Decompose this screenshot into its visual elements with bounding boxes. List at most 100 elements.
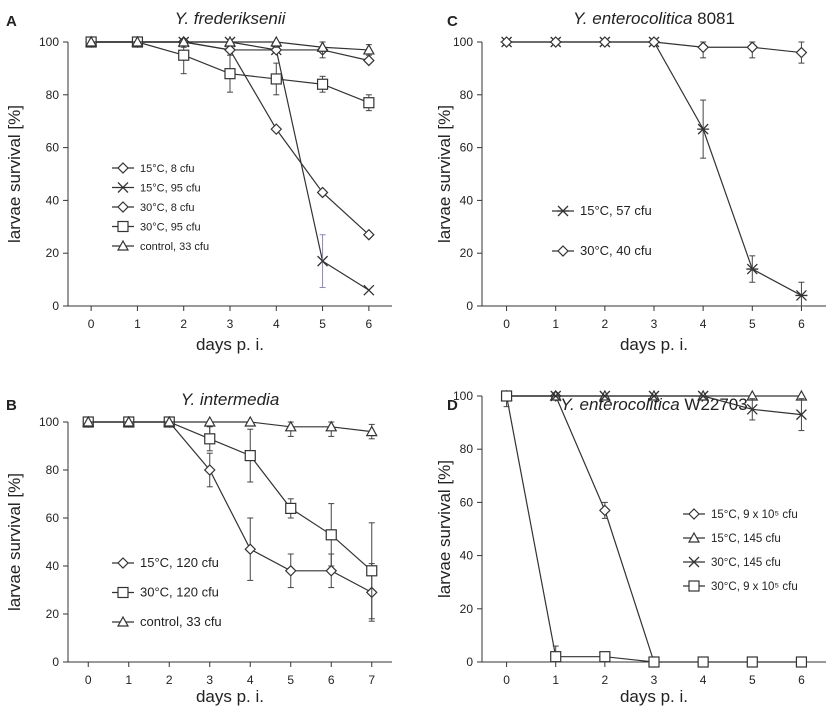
x-tick-label: 3 [206,673,213,687]
x-tick-label: 4 [247,673,254,687]
legend-marker [117,586,129,599]
series-3 [501,390,807,432]
data-point [366,565,378,577]
panel-letter: A [6,13,17,30]
x-tick-label: 5 [287,673,294,687]
y-tick-label: 100 [453,389,473,403]
legend-label: 30°C, 9 x 10⁵ cfu [711,581,798,593]
legend-entry: 30°C, 120 cfu [112,585,219,600]
y-tick-label: 0 [466,299,473,313]
x-tick-label: 2 [602,317,609,331]
data-point [599,36,611,48]
chart-title-strain: 8081 [692,9,735,28]
legend-entry: 30°C, 40 cfu [552,243,652,258]
legend-marker [688,508,700,520]
data-point [270,73,282,85]
series-3 [82,415,378,440]
data-point [244,450,256,462]
data-point [599,504,611,517]
legend-marker [116,615,130,627]
data-point [284,420,297,432]
x-tick-label: 3 [651,317,658,331]
data-point [223,35,237,47]
y-tick-label: 60 [46,141,60,155]
data-point [270,35,283,47]
data-point [746,656,758,668]
legend-label: 30°C, 8 cfu [140,202,195,214]
data-point [365,425,378,437]
x-tick-label: 2 [180,317,187,331]
x-tick-label: 0 [88,317,95,331]
chart-title-species: Y. enterocolitica [560,395,679,414]
legend-label: control, 33 cfu [140,241,209,253]
x-tick-label: 6 [798,673,805,687]
data-point [177,35,190,47]
legend-entry: 15°C, 9 x 10⁵ cfu [683,508,798,521]
chart-title-species: Y. intermedia [181,390,280,409]
legend-marker [117,557,129,569]
data-point [163,415,176,427]
legend-marker [557,205,569,217]
data-point [599,390,611,402]
data-point [500,36,513,48]
legend-entry: 15°C, 8 cfu [112,162,195,175]
y-axis-label: larvae survival [%] [435,460,454,598]
legend-label: 30°C, 145 cfu [711,557,781,569]
legend-label: 15°C, 120 cfu [140,555,219,570]
data-point [203,464,216,476]
data-point [697,41,709,54]
x-tick-label: 0 [503,673,510,687]
x-tick-label: 5 [319,317,326,331]
data-point [204,433,216,445]
data-point [325,564,338,577]
legend-entry: 30°C, 9 x 10⁵ cfu [683,580,798,593]
data-point [697,390,709,402]
y-tick-label: 80 [46,88,60,102]
y-tick-label: 0 [466,655,473,669]
legend-marker [117,162,129,174]
legend-entry: 30°C, 145 cfu [683,556,781,569]
legend-label: 30°C, 40 cfu [580,243,652,258]
legend-entry: 15°C, 145 cfu [683,531,781,545]
legend-label: 15°C, 8 cfu [140,163,195,175]
x-axis-label: days p. i. [196,335,264,354]
legend-label: 30°C, 120 cfu [140,585,219,600]
y-tick-label: 0 [52,299,59,313]
chart-title: Y. intermedia [181,390,280,409]
data-point [244,543,257,556]
data-point [325,420,338,432]
legend-entry: 30°C, 95 cfu [112,220,201,234]
data-point [362,43,375,55]
x-tick-label: 3 [227,317,234,331]
data-point [500,390,513,402]
data-point [316,41,329,52]
panel-d: D Y. enterocolitica W22703 0 20 40 60 80 100 0 1 2… [435,389,826,706]
data-point [285,502,297,514]
panel-c: C Y. enterocolitica 8081 0 20 40 60 80 100 0 1 2 3 4… [435,9,826,354]
x-tick-label: 5 [749,317,756,331]
y-tick-label: 20 [460,602,474,616]
y-tick-label: 20 [46,607,60,621]
data-point [244,415,257,427]
y-tick-label: 0 [52,655,59,669]
data-point [746,41,759,54]
y-tick-label: 80 [460,442,474,456]
data-point [648,36,660,48]
data-point [317,255,329,267]
data-point [795,409,807,421]
x-tick-label: 1 [552,317,559,331]
data-point [697,123,710,135]
x-tick-label: 5 [749,673,756,687]
panel-letter: B [6,397,17,414]
series-1 [500,36,808,307]
data-point [203,415,216,427]
data-point [550,390,562,402]
series-4 [500,390,808,668]
y-tick-label: 80 [460,88,474,102]
series-5 [85,35,375,59]
data-point [284,564,297,577]
data-point [122,415,135,427]
y-tick-label: 40 [460,193,474,207]
y-tick-label: 60 [460,495,474,509]
data-point [224,68,236,80]
